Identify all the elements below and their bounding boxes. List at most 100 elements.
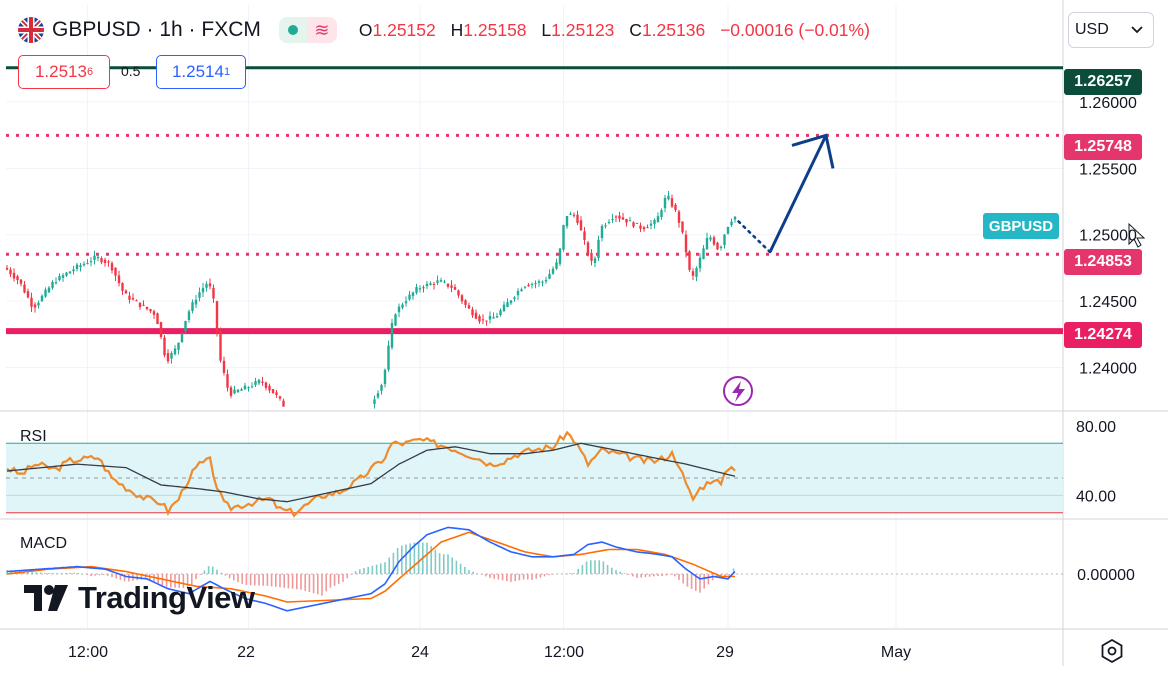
candle-body: [614, 216, 618, 218]
macd-histogram-bar: [669, 574, 672, 575]
macd-histogram-bar: [338, 574, 340, 584]
macd-histogram-bar: [657, 574, 659, 576]
macd-histogram-bar: [695, 574, 697, 591]
macd-histogram-bar: [262, 574, 264, 586]
candle-body: [198, 292, 201, 298]
candle-body: [152, 311, 156, 315]
macd-histogram-bar: [296, 574, 298, 590]
candle-body: [411, 292, 415, 297]
macd-histogram-bar: [102, 574, 105, 575]
candle-body: [492, 317, 495, 319]
symbol-title[interactable]: GBPUSD · 1h · FXCM: [52, 18, 261, 41]
macd-histogram-bar: [275, 574, 277, 587]
macd-histogram-bar: [720, 574, 722, 576]
macd-histogram-bar: [606, 564, 609, 574]
candle-body: [271, 389, 275, 394]
macd-histogram-bar: [396, 548, 399, 574]
price-label-lower-level[interactable]: 1.24853: [1064, 249, 1142, 275]
macd-histogram-bar: [31, 571, 33, 574]
macd-histogram-bar: [333, 574, 336, 586]
candle-body: [723, 234, 726, 246]
candle-body: [212, 287, 215, 299]
macd-histogram-bar: [434, 549, 437, 574]
sell-button[interactable]: 1.2513 6: [18, 55, 110, 89]
candle-body: [103, 259, 107, 263]
macd-histogram-bar: [90, 574, 92, 576]
macd-histogram-bar: [44, 572, 46, 574]
macd-histogram-bar: [573, 573, 575, 574]
ohlc-readout: O1.25152 H1.25158 L1.25123 C1.25136 −0.0…: [358, 19, 870, 40]
candle-body: [569, 213, 572, 215]
candle-body: [604, 225, 607, 227]
price-label-upper-level[interactable]: 1.25748: [1064, 134, 1142, 160]
macd-histogram-bar: [73, 572, 75, 574]
candle-body: [618, 215, 621, 219]
candle-body: [65, 272, 68, 276]
candle-body: [691, 271, 695, 276]
macd-histogram-bar: [653, 574, 655, 577]
candle-body: [114, 267, 117, 276]
currency-select[interactable]: USD: [1068, 12, 1154, 48]
candle-body: [583, 231, 586, 240]
macd-histogram-bar: [128, 574, 130, 582]
macd-histogram-bar: [86, 574, 88, 575]
wave-icon[interactable]: ≋: [306, 17, 337, 43]
macd-histogram-bar: [493, 574, 495, 579]
macd-histogram-bar: [627, 574, 630, 575]
candle-body: [429, 283, 432, 286]
candle-body: [397, 306, 401, 313]
candle-body: [72, 269, 75, 272]
macd-histogram-bar: [329, 574, 332, 588]
candle-body: [33, 304, 37, 308]
buy-button[interactable]: 1.2514 1: [156, 55, 246, 89]
macd-label[interactable]: MACD: [20, 535, 68, 552]
candle-body: [250, 386, 254, 388]
candle-body: [719, 246, 723, 248]
candle-body: [226, 374, 229, 388]
macd-histogram-bar: [674, 574, 676, 577]
time-tick: May: [881, 644, 911, 661]
candle-body: [387, 345, 390, 370]
candle-body: [642, 227, 646, 230]
macd-histogram-bar: [228, 574, 231, 579]
macd-histogram-bar: [178, 574, 180, 588]
macd-histogram-bar: [455, 560, 458, 574]
candle-body: [495, 316, 499, 318]
candle-body: [600, 225, 604, 239]
macd-histogram-bar: [451, 557, 453, 574]
candle-body: [481, 319, 485, 321]
candle-body: [506, 302, 509, 308]
price-label-support[interactable]: 1.24274: [1064, 322, 1142, 348]
rsi-label[interactable]: RSI: [20, 428, 47, 445]
candle-body: [520, 289, 523, 292]
candle-body: [6, 267, 9, 270]
macd-histogram-bar: [380, 563, 382, 574]
price-label-resistance[interactable]: 1.26257: [1064, 69, 1142, 95]
macd-histogram-bar: [359, 569, 361, 574]
macd-histogram-bar: [682, 574, 684, 584]
candle-body: [404, 301, 408, 304]
candle-body: [26, 291, 30, 298]
candle-body: [572, 214, 576, 216]
macd-histogram-bar: [640, 574, 642, 578]
settings-icon[interactable]: [1099, 638, 1125, 664]
candle-body: [709, 237, 712, 240]
candle-body: [534, 283, 537, 285]
spread-value: 0.5: [121, 63, 141, 79]
macd-histogram-bar: [224, 574, 227, 576]
candle-body: [667, 195, 670, 200]
time-tick: 29: [716, 644, 734, 661]
rsi-tick: 40.00: [1076, 488, 1116, 505]
time-tick: 12:00: [544, 644, 584, 661]
candle-body: [625, 218, 628, 223]
price-axis: 1.26000 1.25500 1.25000 1.24500 1.24000: [1079, 95, 1137, 378]
macd-histogram-bar: [384, 562, 386, 574]
macd-histogram-bar: [342, 574, 344, 582]
macd-histogram-bar: [619, 571, 621, 574]
market-open-icon[interactable]: [278, 17, 307, 43]
macd-histogram-bar: [602, 561, 605, 574]
macd-histogram-bar: [375, 564, 378, 574]
candle-body: [208, 283, 212, 287]
macd-histogram-bar: [283, 574, 285, 588]
